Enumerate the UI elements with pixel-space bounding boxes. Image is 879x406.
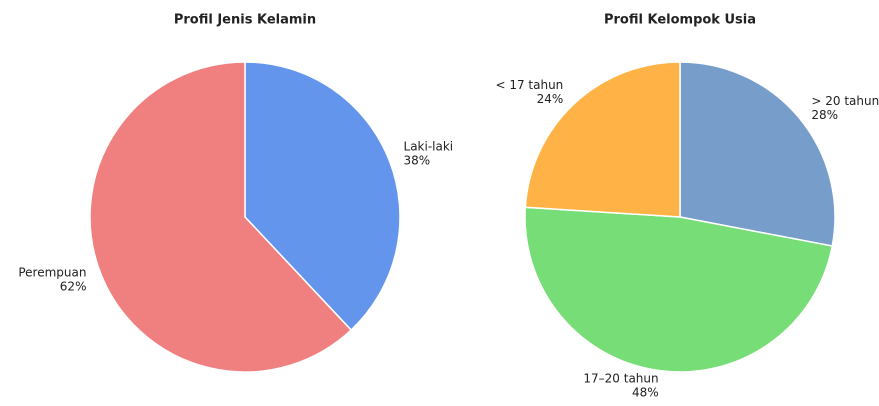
slice-label: Laki-laki — [404, 140, 454, 154]
slice-value-label: 62% — [60, 279, 87, 293]
slice-value-label: 48% — [632, 386, 659, 400]
pie-slice — [524, 206, 834, 373]
slice-label: Perempuan — [18, 265, 86, 279]
slice-label: > 20 tahun — [811, 94, 879, 108]
chart-title: Profil Kelompok Usia — [604, 13, 756, 28]
slice-value-label: 38% — [404, 154, 431, 168]
slice-value-label: 24% — [537, 92, 564, 106]
pie-slice — [679, 61, 836, 247]
chart-title: Profil Jenis Kelamin — [174, 13, 316, 28]
pie-slice — [244, 61, 401, 332]
slice-label: < 17 tahun — [495, 78, 563, 92]
slice-label: 17–20 tahun — [583, 372, 658, 386]
slice-value-label: 28% — [811, 108, 838, 122]
pie-slice — [524, 61, 681, 218]
pie-slice — [89, 61, 353, 373]
